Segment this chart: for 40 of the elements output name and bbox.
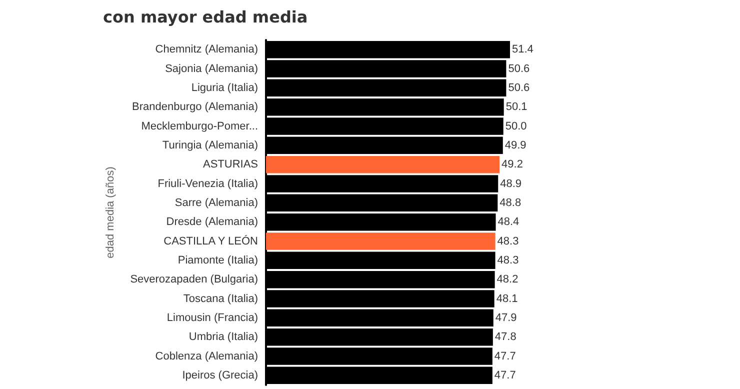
chart-title: con mayor edad media bbox=[103, 8, 308, 26]
bar bbox=[266, 232, 496, 250]
y-axis-title: edad media (años) bbox=[104, 166, 116, 258]
y-tick-label: Mecklemburgo-Pomer... bbox=[141, 120, 258, 132]
y-tick-label: Coblenza (Alemania) bbox=[155, 350, 258, 362]
y-tick-label: Severozapaden (Bulgaria) bbox=[130, 274, 258, 286]
bar bbox=[266, 156, 500, 174]
y-tick-label: Umbria (Italia) bbox=[188, 331, 258, 344]
y-tick-label: Dresde (Alemania) bbox=[166, 216, 258, 228]
data-label: 49.2 bbox=[502, 158, 523, 171]
data-label: 48.8 bbox=[500, 196, 522, 209]
data-label: 48.4 bbox=[498, 216, 520, 228]
data-label: 51.4 bbox=[512, 44, 534, 56]
data-label: 49.9 bbox=[504, 139, 526, 152]
y-tick-label: Sarre (Alemania) bbox=[174, 196, 258, 209]
data-label: 48.3 bbox=[497, 254, 519, 266]
y-tick-label: Friuli-Venezia (Italia) bbox=[158, 178, 258, 190]
data-label: 50.0 bbox=[505, 120, 527, 132]
data-label: 50.6 bbox=[508, 62, 530, 75]
data-label: 50.6 bbox=[508, 82, 530, 94]
y-tick-label: ASTURIAS bbox=[202, 158, 258, 171]
y-tick-label: Toscana (Italia) bbox=[183, 292, 258, 305]
y-tick-label: Brandenburgo (Alemania) bbox=[132, 101, 258, 114]
data-label: 47.7 bbox=[494, 350, 516, 362]
data-label: 48.3 bbox=[497, 235, 519, 248]
data-label: 48.2 bbox=[496, 274, 518, 286]
data-label: 47.7 bbox=[494, 369, 516, 382]
y-tick-label: Chemnitz (Alemania) bbox=[155, 44, 258, 56]
y-tick-label: Turingia (Alemania) bbox=[162, 139, 258, 152]
y-tick-label: Piamonte (Italia) bbox=[178, 254, 258, 266]
y-tick-label: Ipeiros (Grecia) bbox=[182, 369, 258, 382]
y-tick-label: CASTILLA Y LEÓN bbox=[164, 234, 258, 248]
y-tick-label: Limousin (Francia) bbox=[166, 312, 258, 324]
data-label: 48.1 bbox=[496, 292, 518, 305]
data-label: 50.1 bbox=[506, 101, 528, 114]
y-tick-label: Sajonia (Alemania) bbox=[165, 62, 258, 75]
data-label: 47.9 bbox=[495, 312, 517, 324]
data-label: 47.8 bbox=[494, 331, 516, 344]
data-label: 48.9 bbox=[500, 178, 522, 190]
y-tick-label: Liguria (Italia) bbox=[191, 82, 258, 94]
